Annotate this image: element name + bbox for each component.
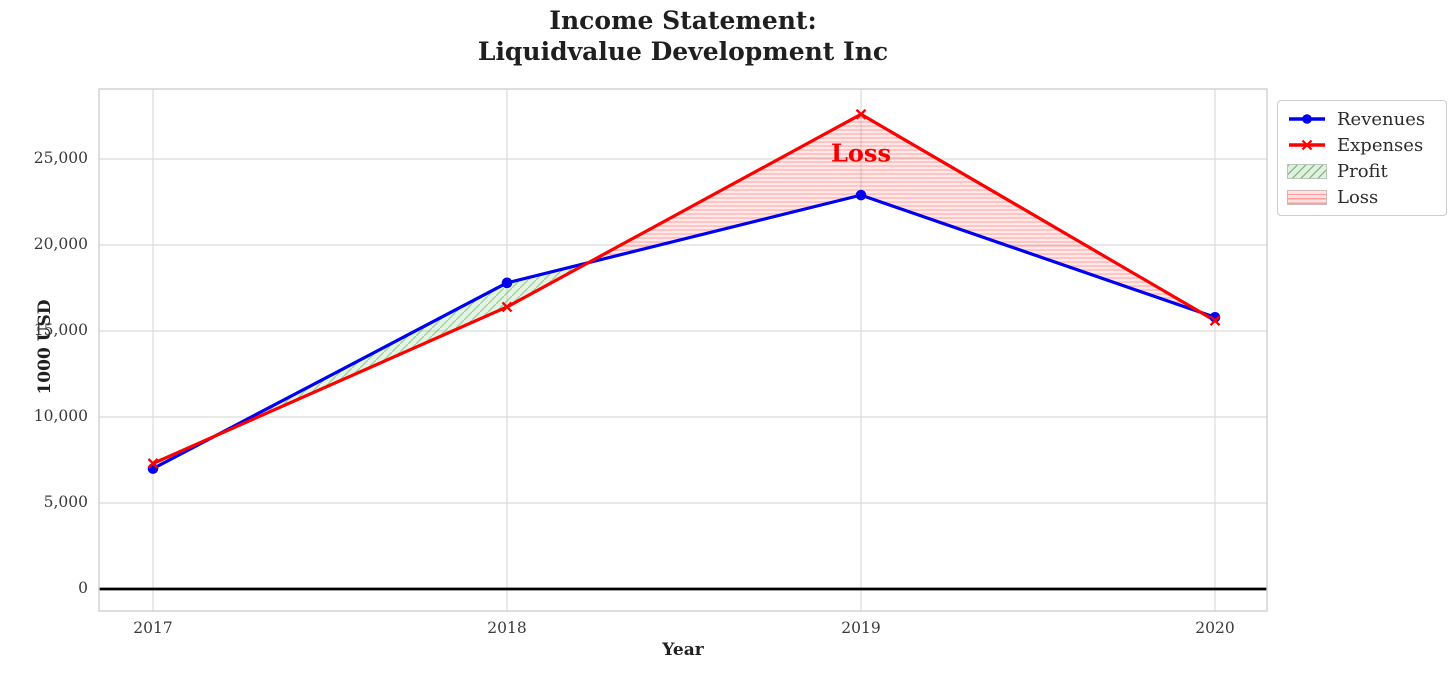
- legend-entry-profit: Profit: [1287, 158, 1437, 184]
- chart-title-line1: Income Statement:: [549, 6, 817, 35]
- revenues-point: [501, 277, 513, 289]
- gridlines: [99, 89, 1267, 611]
- expenses-point: [855, 108, 867, 120]
- data-lines: [152, 112, 1216, 471]
- y-axis-label: 1000 USD: [35, 299, 55, 395]
- profit-fill: [215, 262, 589, 436]
- expenses-point: [147, 458, 159, 469]
- chart-title-line2: Liquidvalue Development Inc: [477, 37, 889, 66]
- revenues-line: [152, 193, 1216, 471]
- legend-label-revenues: Revenues: [1337, 108, 1426, 130]
- x-tick-label: 2019: [841, 619, 881, 637]
- x-tick-label: 2020: [1195, 619, 1235, 637]
- expenses-line: [152, 112, 1216, 465]
- y-tick-label: 15,000: [33, 321, 88, 339]
- profit-hatch-icon: [1287, 163, 1327, 179]
- expenses-point: [1209, 315, 1221, 327]
- revenues-point: [1209, 311, 1221, 323]
- x-tick-label: 2017: [133, 619, 173, 637]
- revenues-line-icon: [1289, 114, 1325, 124]
- legend-entry-loss: Loss: [1287, 184, 1437, 210]
- expenses-point: [501, 301, 513, 313]
- y-tick-label: 25,000: [33, 149, 88, 167]
- y-tick-label: 10,000: [33, 407, 88, 425]
- chart-title: Income Statement: Liquidvalue Developmen…: [99, 5, 1267, 67]
- data-markers: [147, 108, 1221, 474]
- plot-border: [98, 88, 1268, 612]
- revenues-point: [855, 189, 867, 201]
- legend-entry-expenses: Expenses: [1287, 132, 1437, 158]
- x-tick-label: 2018: [487, 619, 527, 637]
- expenses-line-icon: [1289, 139, 1325, 151]
- y-tick-label: 5,000: [43, 493, 88, 511]
- legend: Revenues Expenses Profit Loss: [1277, 100, 1447, 216]
- loss-fill: [588, 114, 1201, 313]
- legend-entry-revenues: Revenues: [1287, 106, 1437, 132]
- loss-annotation: Loss: [831, 138, 891, 168]
- x-axis-label: Year: [662, 640, 704, 660]
- legend-label-loss: Loss: [1337, 186, 1379, 208]
- legend-label-expenses: Expenses: [1337, 134, 1424, 156]
- loss-hatch-icon: [1287, 189, 1327, 205]
- y-tick-label: 20,000: [33, 235, 88, 253]
- legend-label-profit: Profit: [1337, 160, 1388, 182]
- fill-regions: [153, 114, 1215, 469]
- y-tick-label: 0: [78, 579, 88, 598]
